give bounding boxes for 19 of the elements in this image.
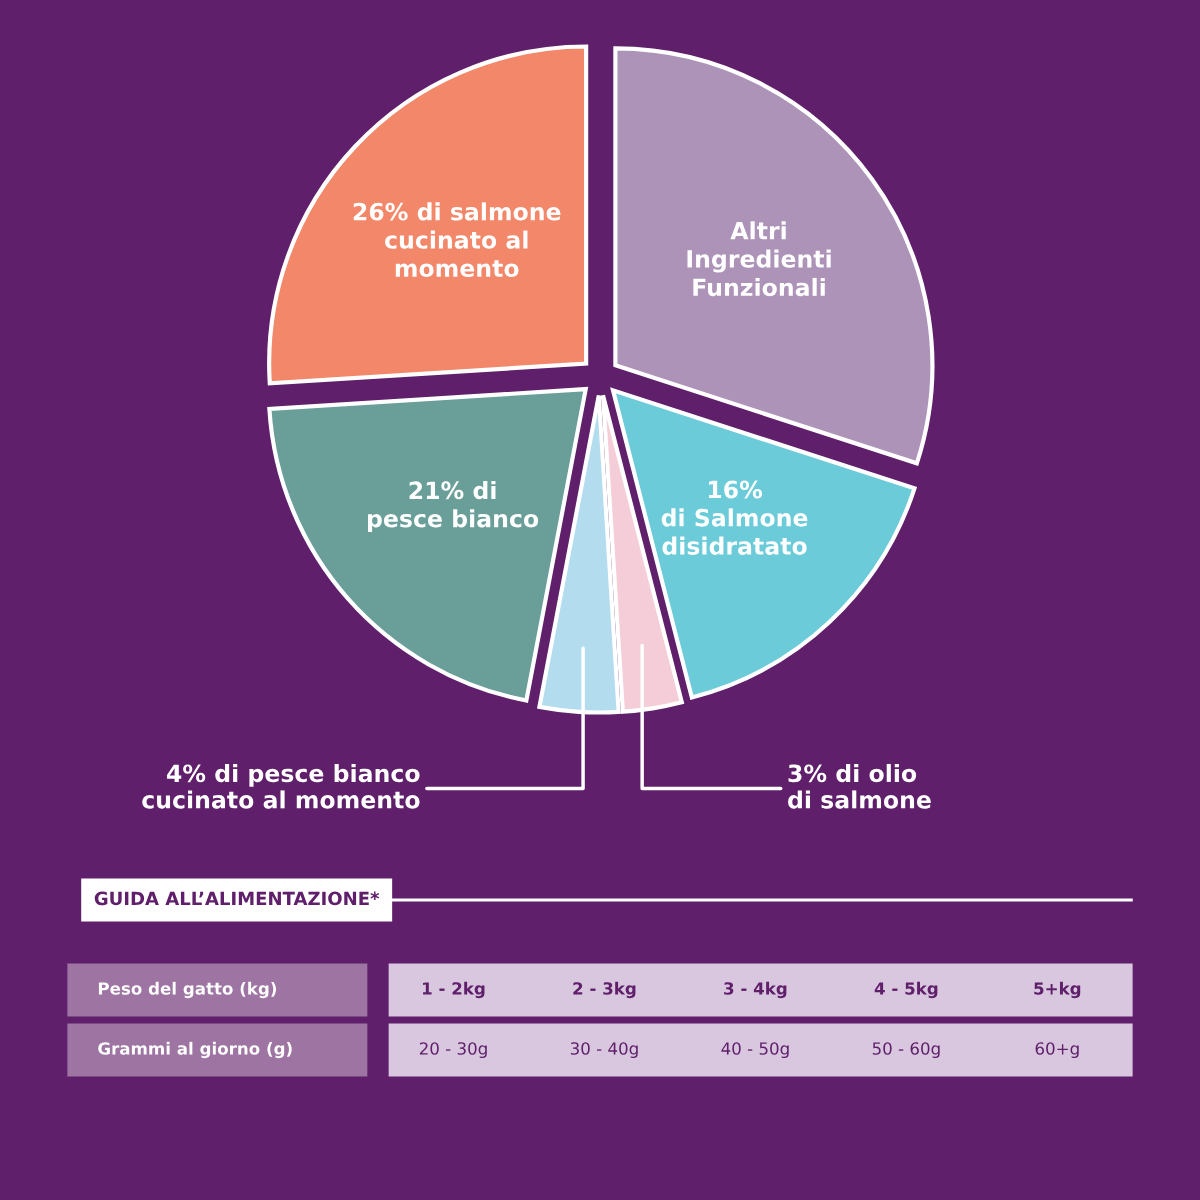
slice-label: 26% di salmone cucinato al momento <box>353 202 561 278</box>
slice-label: Altri Ingredienti Funzionali <box>687 221 831 297</box>
category-label: 3 - 4kg <box>724 981 787 999</box>
category-label: 2 - 3kg <box>573 981 636 999</box>
text: 20 - 30g <box>419 1042 487 1059</box>
category-label: 4 - 5kg <box>874 981 938 999</box>
text: 40 - 50g <box>721 1042 789 1059</box>
text: Peso del gatto (kg) <box>98 981 277 999</box>
text: 50 - 60g <box>872 1042 940 1059</box>
slice-label: 4% di pesce bianco cucinato al momento <box>142 763 420 809</box>
category-label: 1 - 2kg <box>423 981 485 999</box>
slice-label: 3% di olio di salmone <box>788 763 931 809</box>
slice-label: 16% di Salmone disidratato <box>661 480 808 555</box>
text: 60+g <box>1035 1042 1079 1059</box>
slice-label: 21% di pesce bianco <box>367 480 539 533</box>
text: GUIDA ALL’ALIMENTAZIONE* <box>94 891 380 906</box>
text: 30 - 40g <box>570 1042 638 1059</box>
category-label: Grammi al giorno (g) <box>98 1041 292 1059</box>
category-label: 5+kg <box>1034 981 1081 999</box>
